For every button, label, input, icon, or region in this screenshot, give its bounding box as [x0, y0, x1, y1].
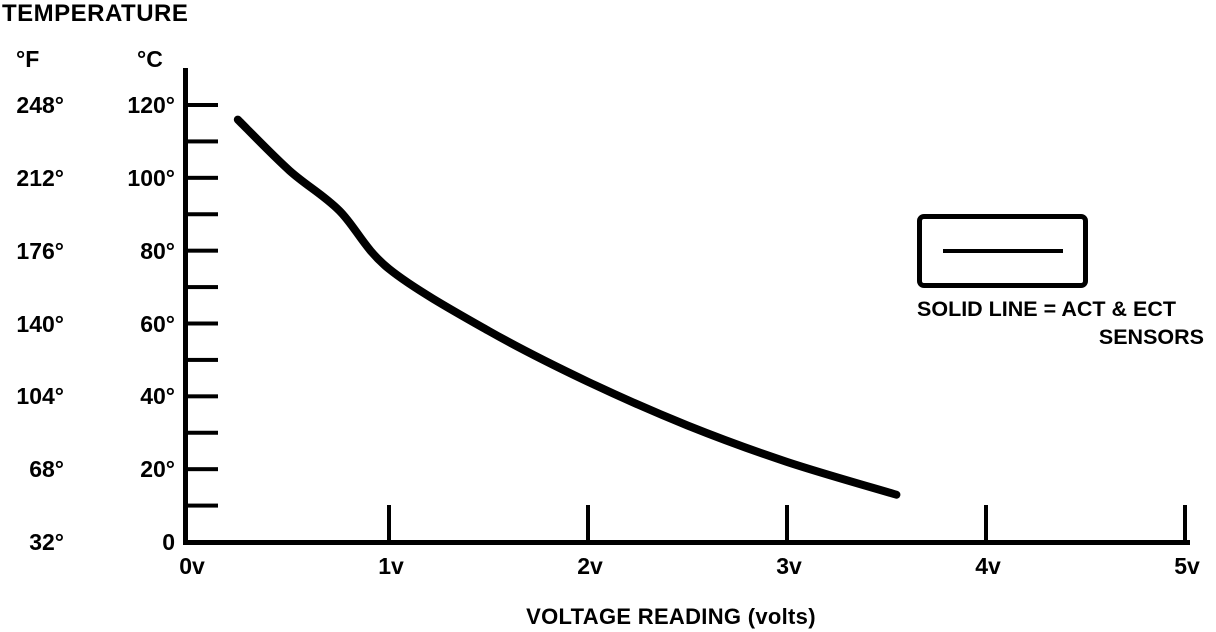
y-axis-tick — [188, 212, 218, 217]
legend-label-line2: SENSORS — [1098, 325, 1204, 349]
y-axis-tick — [188, 285, 218, 290]
x-axis-title: VOLTAGE READING (volts) — [526, 604, 816, 629]
y-axis-tick — [188, 357, 218, 362]
celsius-tick-label: 0 — [162, 529, 175, 555]
celsius-tick-label: 40° — [140, 383, 175, 410]
y-axis-tick — [188, 139, 218, 144]
legend-label-line1: SOLID LINE = ACT & ECT — [917, 297, 1177, 321]
y-axis-tick — [188, 103, 218, 107]
x-axis-line — [183, 540, 1190, 545]
x-tick-label: 4v — [975, 553, 1001, 579]
y-axis-tick — [188, 175, 218, 180]
y-axis-tick — [188, 430, 218, 435]
celsius-tick-label: 60° — [140, 310, 175, 337]
y-axis-tick — [188, 503, 218, 508]
x-axis-tick — [785, 505, 789, 542]
fahrenheit-tick-label: 248° — [16, 92, 64, 118]
fahrenheit-tick-label: 140° — [16, 310, 64, 337]
act-ect-sensor-curve — [233, 115, 901, 499]
celsius-tick-label: 80° — [140, 237, 175, 264]
chart-title: TEMPERATURE — [2, 0, 189, 27]
y-axis-tick — [188, 321, 218, 326]
legend-swatch-box — [917, 214, 1088, 288]
x-axis-tick — [984, 505, 988, 542]
celsius-tick-label: 100° — [127, 164, 175, 191]
x-tick-label: 3v — [776, 553, 802, 579]
y-axis-tick — [188, 248, 218, 253]
fahrenheit-tick-label: 68° — [29, 456, 64, 483]
celsius-tick-label: 20° — [140, 456, 175, 483]
celsius-unit-header: °C — [137, 46, 163, 72]
x-tick-label: 2v — [577, 553, 603, 579]
x-axis-tick — [387, 505, 391, 542]
x-axis-tick — [1183, 505, 1187, 542]
x-axis-tick — [586, 505, 590, 542]
fahrenheit-unit-header: °F — [16, 46, 40, 72]
y-axis-tick — [188, 394, 218, 399]
celsius-tick-label: 120° — [127, 92, 175, 118]
fahrenheit-tick-label: 176° — [16, 237, 64, 264]
x-tick-label: 0v — [179, 553, 205, 579]
x-tick-label: 1v — [378, 553, 404, 579]
fahrenheit-tick-label: 212° — [16, 164, 64, 191]
y-axis-line — [183, 68, 188, 545]
fahrenheit-tick-label: 104° — [16, 383, 64, 410]
x-tick-label: 5v — [1174, 553, 1200, 579]
solid-line-swatch-icon — [942, 249, 1063, 253]
y-axis-tick — [188, 467, 218, 472]
fahrenheit-tick-label: 32° — [29, 529, 64, 555]
